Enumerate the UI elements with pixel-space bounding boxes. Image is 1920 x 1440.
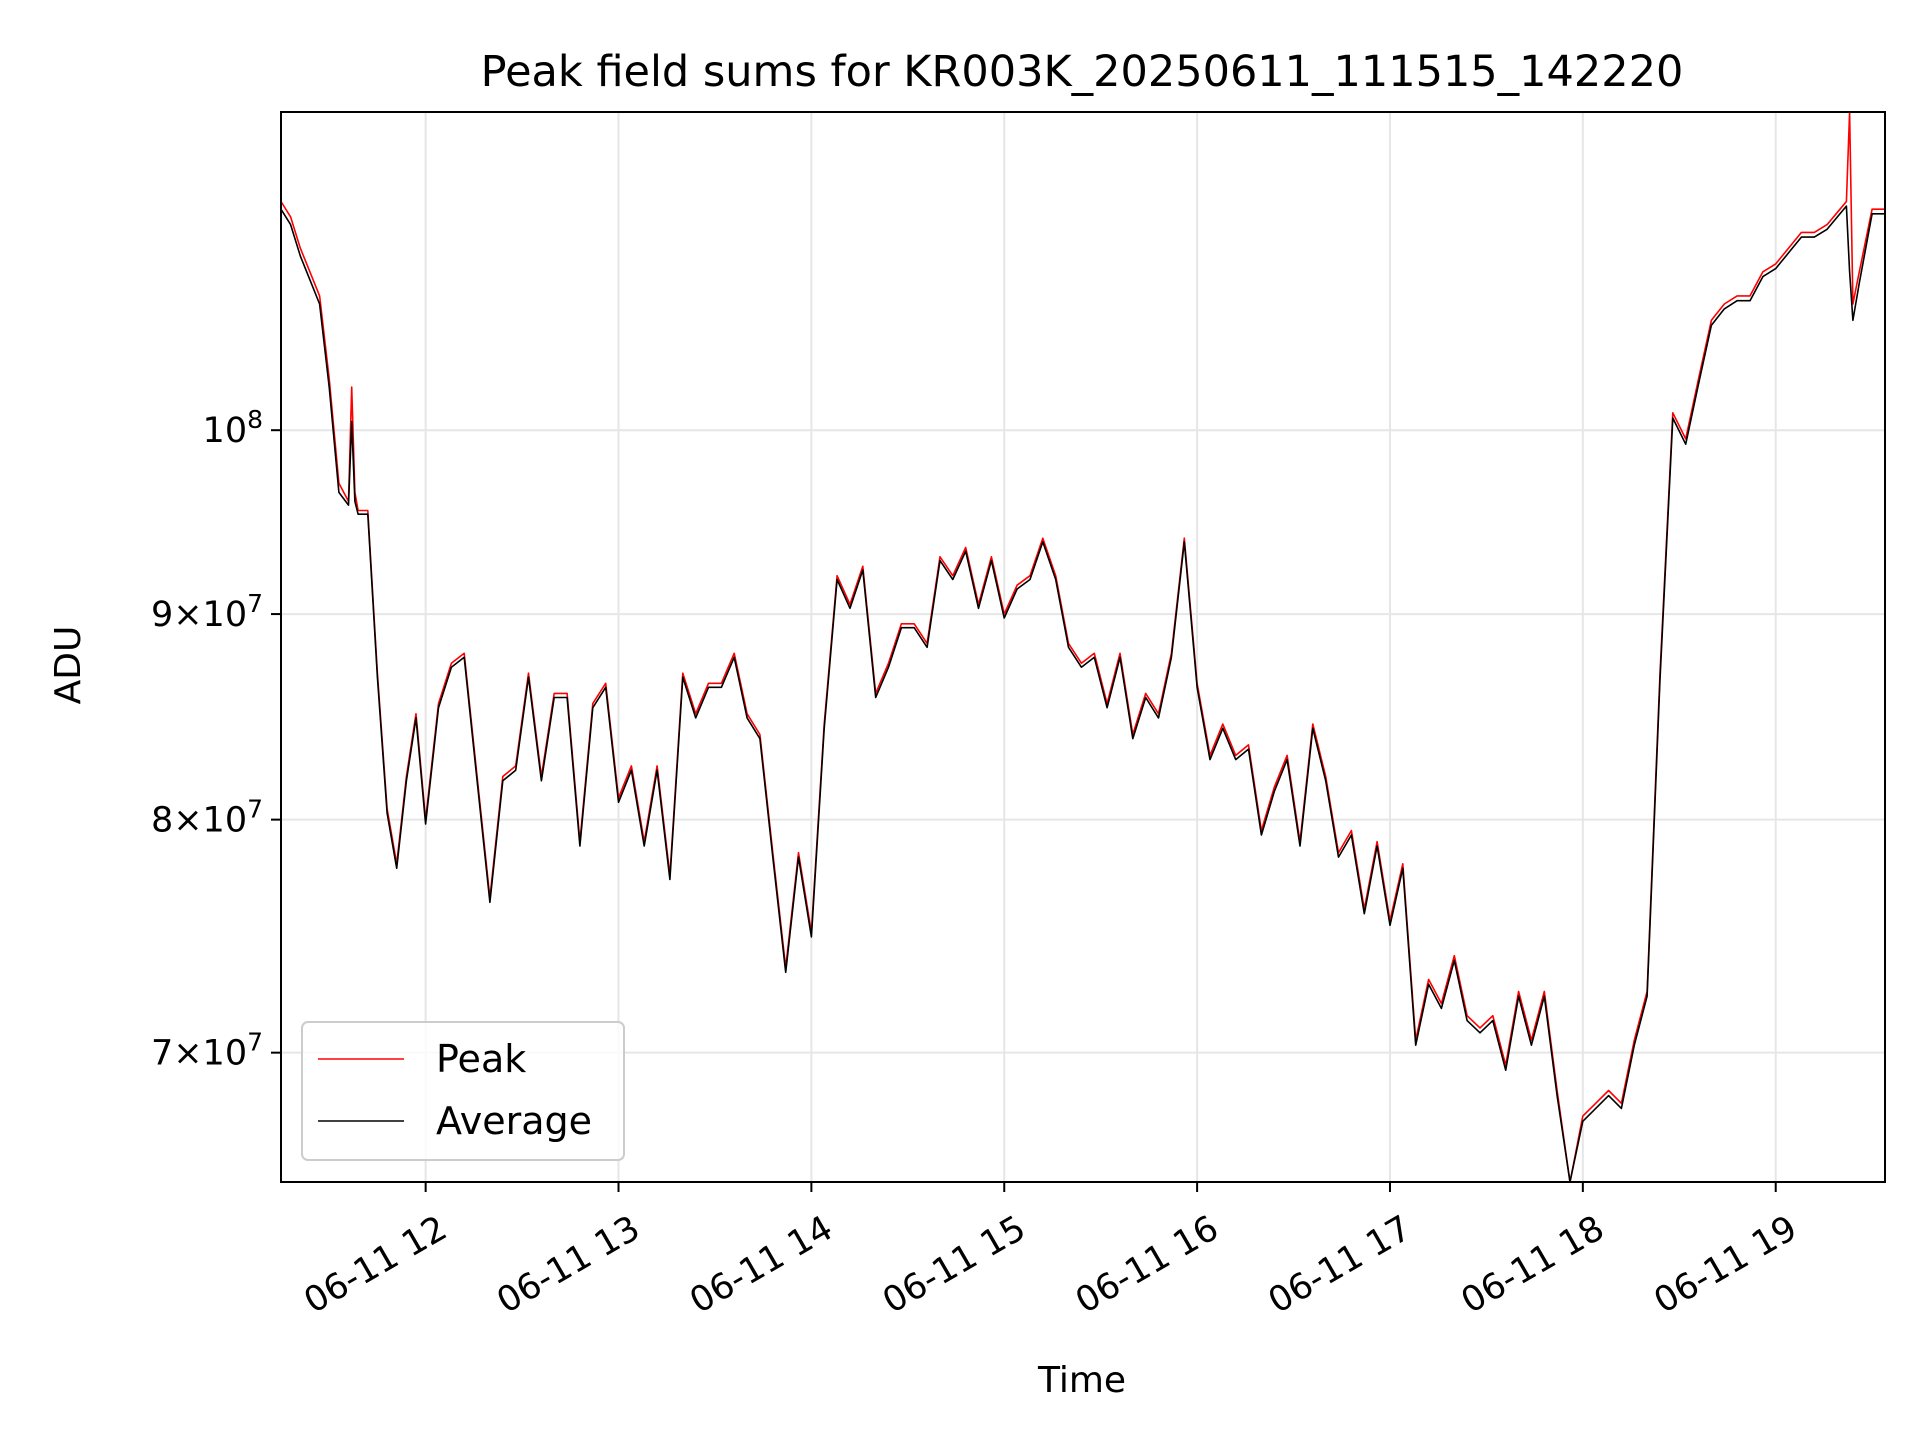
x-tick-label: 06-11 12 [298, 1208, 454, 1321]
legend: Peak Average [301, 1021, 625, 1161]
y-tick-label: 9×107 [151, 589, 263, 635]
x-tick-label: 06-11 19 [1648, 1208, 1804, 1321]
legend-average-label: Average [436, 1099, 592, 1143]
x-tick-label: 06-11 14 [683, 1208, 839, 1321]
chart-title: Peak field sums for KR003K_20250611_1115… [481, 47, 1684, 97]
y-axis-label: ADU [48, 626, 89, 705]
legend-peak-label: Peak [436, 1037, 526, 1081]
y-tick-label: 7×107 [151, 1028, 263, 1074]
x-axis-ticks: 06-11 12 06-11 13 06-11 14 06-11 15 06-11 16… [298, 1182, 1804, 1322]
x-tick-label: 06-11 18 [1455, 1208, 1611, 1321]
series-line-average [280, 205, 1885, 1183]
grid-lines [281, 112, 1885, 1182]
legend-box [301, 1021, 625, 1161]
plot-frame [280, 111, 1886, 1183]
plot-series [280, 111, 1885, 1183]
y-axis-ticks: 7×107 8×107 9×107 108 [151, 405, 281, 1074]
x-axis-label: Time [1037, 1360, 1126, 1401]
x-tick-label: 06-11 16 [1069, 1208, 1225, 1321]
y-tick-label: 108 [203, 405, 263, 451]
x-tick-label: 06-11 17 [1262, 1208, 1418, 1321]
y-tick-label: 8×107 [151, 795, 263, 841]
x-tick-label: 06-11 15 [876, 1208, 1032, 1321]
x-tick-label: 06-11 13 [490, 1208, 646, 1321]
